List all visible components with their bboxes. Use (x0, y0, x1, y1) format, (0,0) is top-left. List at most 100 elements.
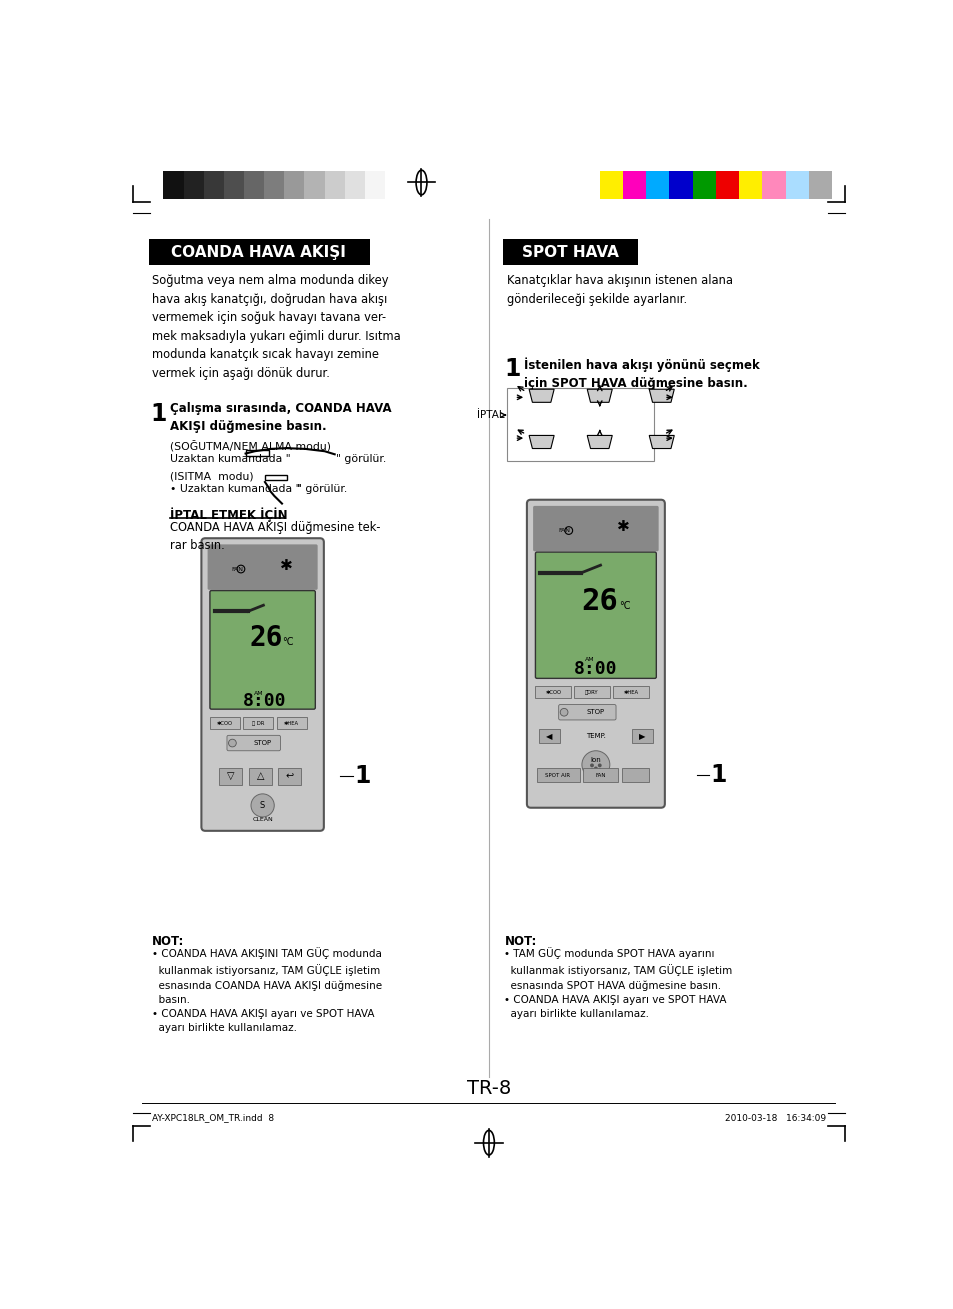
Text: COANDA HAVA AKIŞI: COANDA HAVA AKIŞI (172, 245, 346, 260)
Text: İstenilen hava akışı yönünü seçmek
için SPOT HAVA düğmesine basın.: İstenilen hava akışı yönünü seçmek için … (523, 357, 759, 390)
Text: 🔥DRY: 🔥DRY (584, 690, 598, 695)
FancyBboxPatch shape (208, 545, 317, 590)
Bar (599, 171, 622, 199)
Bar (304, 171, 324, 199)
Text: °C: °C (618, 601, 631, 611)
Text: • Uzaktan kumandada ": • Uzaktan kumandada " (170, 484, 300, 495)
Bar (183, 171, 204, 199)
Text: 2010-03-18   16:34:09: 2010-03-18 16:34:09 (724, 1114, 825, 1123)
Bar (761, 171, 785, 199)
FancyBboxPatch shape (533, 505, 658, 551)
Bar (631, 729, 653, 744)
Bar (278, 767, 301, 784)
Text: AM: AM (584, 657, 594, 662)
Bar (249, 767, 272, 784)
Text: ✱: ✱ (616, 520, 629, 534)
FancyBboxPatch shape (526, 500, 664, 808)
Text: 1: 1 (504, 357, 520, 381)
FancyBboxPatch shape (227, 736, 280, 751)
Bar (537, 768, 579, 783)
Text: Ion: Ion (590, 757, 600, 763)
Text: 1: 1 (150, 402, 167, 425)
Bar (785, 171, 808, 199)
Text: 26: 26 (580, 586, 618, 615)
Text: 1: 1 (354, 764, 370, 788)
Bar (808, 171, 831, 199)
FancyBboxPatch shape (210, 590, 315, 709)
Text: TR-8: TR-8 (466, 1080, 511, 1098)
Text: ◀: ◀ (545, 732, 552, 741)
Bar (574, 686, 609, 699)
FancyBboxPatch shape (558, 704, 616, 720)
Text: 8:00: 8:00 (242, 692, 286, 711)
Bar (365, 171, 385, 199)
Text: • COANDA HAVA AKIŞINI TAM GÜÇ modunda
  kullanmak istiyorsanız, TAM GÜÇLE işleti: • COANDA HAVA AKIŞINI TAM GÜÇ modunda ku… (152, 948, 381, 1033)
Polygon shape (529, 436, 554, 449)
Text: FAN: FAN (595, 772, 605, 778)
Bar (265, 475, 286, 480)
FancyBboxPatch shape (535, 552, 656, 678)
Bar (245, 450, 269, 456)
Bar (583, 768, 618, 783)
Text: °C: °C (281, 637, 293, 647)
Bar (621, 768, 649, 783)
Polygon shape (649, 389, 674, 402)
Polygon shape (529, 389, 554, 402)
Text: ✱HEA: ✱HEA (622, 690, 638, 695)
Bar (716, 171, 739, 199)
Text: • TAM GÜÇ modunda SPOT HAVA ayarını
  kullanmak istiyorsanız, TAM GÜÇLE işletim
: • TAM GÜÇ modunda SPOT HAVA ayarını kull… (504, 948, 732, 1018)
Text: CLEAN: CLEAN (252, 817, 273, 822)
Text: 🔥 DR: 🔥 DR (252, 720, 264, 725)
Bar (537, 729, 559, 744)
Bar (344, 171, 365, 199)
Bar (284, 171, 304, 199)
Text: ▶: ▶ (639, 732, 645, 741)
Bar (669, 171, 692, 199)
FancyBboxPatch shape (201, 538, 323, 831)
Bar (243, 717, 274, 729)
Text: NOT:: NOT: (504, 935, 537, 948)
Bar (622, 171, 645, 199)
Circle shape (598, 768, 601, 772)
Text: " görülür.: " görülür. (297, 484, 348, 495)
Bar (210, 717, 240, 729)
Bar (276, 717, 307, 729)
Bar (645, 171, 669, 199)
Bar (224, 171, 244, 199)
Text: △: △ (256, 771, 264, 781)
Bar (244, 171, 264, 199)
Text: AY-XPC18LR_OM_TR.indd  8: AY-XPC18LR_OM_TR.indd 8 (152, 1114, 274, 1123)
Text: FAN: FAN (558, 528, 570, 533)
Text: (SOĞUTMA/NEM ALMA modu): (SOĞUTMA/NEM ALMA modu) (170, 440, 331, 452)
Text: Kanatçıklar hava akışının istenen alana
gönderileceği şekilde ayarlanır.: Kanatçıklar hava akışının istenen alana … (506, 274, 732, 305)
Text: ✱: ✱ (279, 558, 292, 572)
Bar (612, 686, 648, 699)
Text: 1: 1 (710, 763, 726, 788)
Polygon shape (587, 436, 612, 449)
Text: STOP: STOP (586, 709, 604, 715)
Circle shape (590, 763, 594, 767)
Bar (264, 171, 284, 199)
Text: SPOT AIR: SPOT AIR (545, 772, 570, 778)
Text: COANDA HAVA AKIŞI düğmesine tek-
rar basın.: COANDA HAVA AKIŞI düğmesine tek- rar bas… (170, 521, 379, 551)
Text: SPOT HAVA: SPOT HAVA (521, 245, 618, 260)
Text: İPTAL ETMEK İÇİN: İPTAL ETMEK İÇİN (170, 508, 287, 522)
Text: ✱COO: ✱COO (545, 690, 560, 695)
Bar (692, 171, 716, 199)
Text: (ISITMA  modu): (ISITMA modu) (170, 471, 253, 482)
Text: ✱COO: ✱COO (216, 720, 233, 725)
Text: Uzaktan kumandada ": Uzaktan kumandada " (170, 454, 290, 465)
Text: AM: AM (253, 691, 263, 696)
Text: NOT:: NOT: (152, 935, 184, 948)
Text: " görülür.: " görülür. (335, 454, 386, 465)
Bar (739, 171, 761, 199)
Text: ↩: ↩ (285, 771, 294, 781)
Circle shape (229, 740, 236, 747)
Text: STOP: STOP (253, 740, 272, 746)
Circle shape (598, 763, 601, 767)
Text: Çalışma sırasında, COANDA HAVA
AKIŞI düğmesine basın.: Çalışma sırasında, COANDA HAVA AKIŞI düğ… (170, 402, 391, 433)
Bar (506, 387, 654, 461)
Bar (204, 171, 224, 199)
Polygon shape (587, 389, 612, 402)
Circle shape (559, 708, 567, 716)
